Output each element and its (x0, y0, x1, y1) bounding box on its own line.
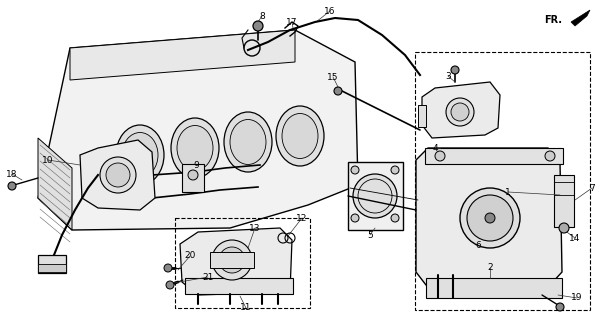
Bar (38, 264, 66, 272)
Polygon shape (422, 82, 500, 138)
Text: 12: 12 (297, 213, 307, 222)
Text: 14: 14 (570, 234, 580, 243)
Circle shape (451, 103, 469, 121)
Ellipse shape (276, 106, 324, 166)
Bar (348, 162, 403, 230)
Circle shape (485, 213, 495, 223)
Text: 13: 13 (249, 223, 261, 233)
Polygon shape (38, 30, 358, 230)
Bar (418, 105, 426, 127)
Text: 1: 1 (505, 188, 511, 196)
Text: 21: 21 (202, 273, 214, 282)
Circle shape (446, 98, 474, 126)
Text: 4: 4 (432, 143, 438, 153)
Polygon shape (80, 140, 155, 210)
Text: 3: 3 (445, 71, 451, 81)
Circle shape (545, 151, 555, 161)
Circle shape (391, 166, 399, 174)
Text: 16: 16 (324, 6, 336, 15)
Bar (554, 175, 574, 227)
Circle shape (351, 166, 359, 174)
Circle shape (451, 66, 459, 74)
Circle shape (460, 188, 520, 248)
Ellipse shape (116, 125, 164, 185)
Text: 7: 7 (589, 183, 595, 193)
Bar (415, 52, 590, 310)
Circle shape (8, 182, 16, 190)
Ellipse shape (122, 132, 158, 178)
Text: 6: 6 (475, 241, 481, 250)
Ellipse shape (224, 112, 272, 172)
Circle shape (164, 264, 172, 272)
Ellipse shape (171, 118, 219, 178)
Text: 18: 18 (6, 170, 18, 179)
Bar (185, 278, 293, 294)
Bar (425, 148, 563, 164)
Circle shape (353, 174, 397, 218)
Polygon shape (571, 10, 590, 26)
Ellipse shape (177, 125, 213, 171)
Bar (426, 278, 562, 298)
Bar (210, 252, 254, 268)
Polygon shape (180, 228, 292, 295)
Circle shape (391, 214, 399, 222)
Circle shape (212, 240, 252, 280)
Text: 17: 17 (286, 18, 298, 27)
Text: 5: 5 (367, 230, 373, 239)
Circle shape (556, 303, 564, 311)
Polygon shape (38, 138, 72, 230)
Text: FR.: FR. (544, 15, 562, 25)
Text: 11: 11 (240, 303, 252, 313)
Circle shape (219, 247, 245, 273)
Circle shape (467, 195, 513, 241)
Text: 19: 19 (571, 293, 583, 302)
Circle shape (100, 157, 136, 193)
Polygon shape (70, 30, 295, 80)
Ellipse shape (282, 114, 318, 158)
Circle shape (435, 151, 445, 161)
Text: 9: 9 (193, 161, 199, 170)
Circle shape (351, 214, 359, 222)
Bar (38, 255, 66, 273)
Circle shape (334, 87, 342, 95)
Text: 15: 15 (327, 73, 339, 82)
Circle shape (253, 21, 263, 31)
Bar (175, 218, 310, 308)
Circle shape (106, 163, 130, 187)
Text: 10: 10 (42, 156, 54, 164)
Text: 20: 20 (184, 252, 196, 260)
Circle shape (166, 281, 174, 289)
Bar (182, 164, 204, 192)
Ellipse shape (230, 119, 266, 164)
Text: 2: 2 (487, 263, 493, 273)
Text: 8: 8 (259, 12, 265, 20)
Circle shape (559, 223, 569, 233)
Circle shape (188, 170, 198, 180)
Polygon shape (416, 148, 562, 285)
